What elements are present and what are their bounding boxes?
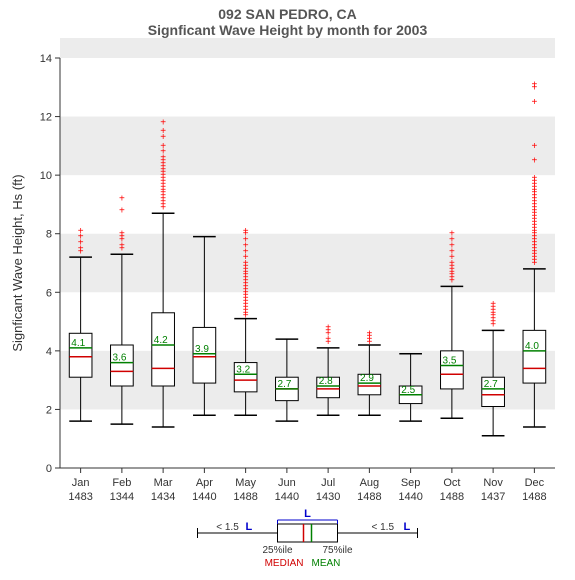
legend-L-right: L [404,521,411,533]
y-tick-label: 6 [46,287,52,299]
count-label: 1440 [275,491,299,503]
month-label: May [235,477,256,489]
legend-median: MEDIAN [265,558,304,569]
legend-75pct: 75%ile [322,545,352,556]
outlier-point: + [366,328,372,339]
outlier-point: + [78,226,84,237]
month-label: Nov [483,477,503,489]
month-label: Dec [525,477,545,489]
mean-value: 4.1 [71,338,85,349]
grid-bands [60,38,555,409]
legend-25pct: 25%ile [262,545,292,556]
count-label: 1488 [233,491,257,503]
outlier-point: + [531,97,537,108]
month-label: Sep [401,477,421,489]
mean-value: 2.7 [484,379,498,390]
title-block: 092 SAN PEDRO, CA Signficant Wave Height… [0,0,575,38]
outlier-point: + [531,156,537,167]
y-axis-label: Signficant Wave Height, Hs (ft) [10,174,25,351]
outlier-point: + [490,299,496,310]
count-label: 1440 [398,491,422,503]
y-tick-label: 8 [46,229,52,241]
outlier-point: + [531,79,537,90]
legend-L-left: L [246,521,253,533]
outlier-point: + [119,194,125,205]
mean-value: 3.2 [236,364,250,375]
outlier-point: + [160,117,166,128]
y-tick-label: 12 [40,112,52,124]
mean-value: 4.0 [525,341,539,352]
month-label: Jun [278,477,296,489]
count-label: 1440 [192,491,216,503]
count-label: 1437 [481,491,505,503]
title-line-1: 092 SAN PEDRO, CA [0,6,575,22]
outlier-point: + [449,229,455,240]
legend-l15-left: < 1.5 [216,522,239,533]
chart-container: 092 SAN PEDRO, CA Signficant Wave Height… [0,0,575,580]
y-tick-label: 14 [40,53,52,65]
legend-L-top: L [304,508,311,520]
legend-l15-right: < 1.5 [372,522,395,533]
month-label: Oct [443,477,460,489]
mean-value: 2.7 [278,379,292,390]
month-label: Jan [72,477,90,489]
mean-value: 3.9 [195,344,209,355]
count-label: 1483 [68,491,92,503]
outlier-point: + [119,205,125,216]
mean-value: 4.2 [154,335,168,346]
month-label: Apr [196,477,213,489]
outlier-point: + [243,226,249,237]
month-label: Aug [360,477,380,489]
mean-value: 2.9 [360,373,374,384]
y-tick-label: 2 [46,404,52,416]
chart-svg: 0 2 4 6 8 10 12 14 Signficant Wave Height, Hs (f… [0,38,575,578]
outlier-point: + [325,322,331,333]
outlier-point: + [119,229,125,240]
y-tick-label: 10 [40,170,52,182]
mean-value: 3.5 [443,356,457,367]
count-label: 1434 [151,491,175,503]
count-label: 1430 [316,491,340,503]
outlier-point: + [531,141,537,152]
title-line-2: Signficant Wave Height by month for 2003 [0,22,575,38]
count-label: 1344 [110,491,134,503]
y-tick-label: 4 [46,346,52,358]
count-label: 1488 [357,491,381,503]
count-label: 1488 [522,491,546,503]
legend-diagram: L < 1.5 L < 1.5 L 25%ile 75%ile MEDIAN MEAN [198,508,418,569]
mean-value: 2.8 [319,376,333,387]
month-label: Jul [321,477,335,489]
outlier-point: + [531,173,537,184]
month-label: Feb [112,477,131,489]
month-label: Mar [154,477,173,489]
y-tick-label: 0 [46,463,52,475]
legend-mean: MEAN [312,558,341,569]
count-label: 1488 [440,491,464,503]
mean-value: 3.6 [113,353,127,364]
mean-value: 2.5 [401,385,415,396]
